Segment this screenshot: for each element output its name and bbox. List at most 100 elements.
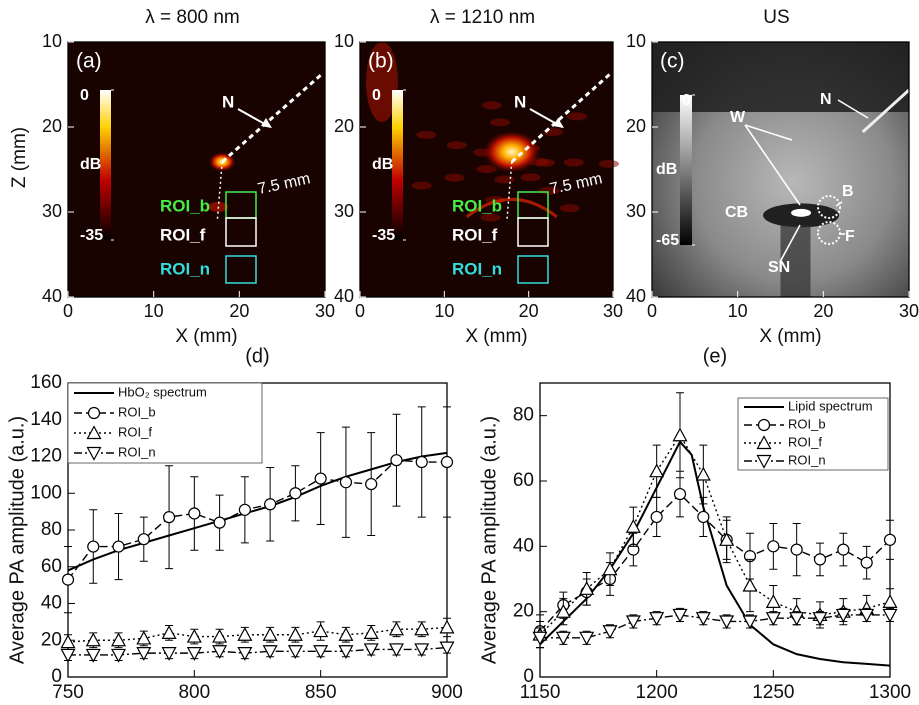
marker — [649, 612, 665, 626]
x-tick-label: 0 — [63, 301, 73, 321]
x-axis-label: Wavelength (nm) — [639, 703, 791, 705]
marker — [883, 533, 897, 546]
marker — [365, 477, 378, 491]
needle — [221, 72, 323, 163]
x-tick-label: 900 — [431, 682, 463, 703]
annotation: F — [845, 228, 855, 245]
x-tick-label: 20 — [519, 301, 539, 321]
legend-box — [67, 382, 263, 464]
shadow — [652, 42, 909, 112]
marker — [186, 647, 202, 661]
annotation: ROI_f — [160, 225, 206, 244]
panel-label: (b) — [368, 50, 394, 73]
marker — [338, 626, 354, 641]
marker — [363, 625, 379, 639]
annotation: ROI_f — [452, 225, 498, 244]
marker — [161, 625, 177, 639]
legend-label: ROI_n — [118, 444, 156, 459]
marker — [162, 511, 176, 524]
marker — [262, 645, 278, 660]
x-tick-label: 30 — [603, 301, 623, 321]
frame — [359, 41, 614, 298]
marker — [860, 556, 873, 569]
hot-spot — [481, 129, 542, 174]
marker — [136, 630, 152, 645]
y-tick-label: 20 — [334, 116, 354, 136]
marker — [390, 454, 403, 467]
marker — [313, 623, 329, 638]
roi-box — [517, 255, 549, 284]
marker — [742, 615, 758, 630]
annotation: SN — [768, 259, 790, 276]
x-tick-label: 10 — [144, 301, 164, 321]
speckle — [598, 159, 619, 168]
y-tick-label: 20 — [513, 601, 534, 622]
panel-title: λ = 1210 nm — [430, 7, 535, 28]
marker — [440, 455, 454, 469]
y-tick-label: 80 — [513, 405, 534, 426]
arrow — [779, 224, 801, 263]
annotation: CB — [725, 204, 748, 221]
legend-label: Lipid spectrum — [788, 398, 873, 413]
x-axis-label: Wavelength (nm) — [182, 703, 334, 705]
y-tick-label: 30 — [334, 201, 354, 221]
legend-marker — [757, 418, 771, 432]
y-tick-label: 10 — [334, 31, 354, 51]
y-tick-label: 0 — [523, 666, 534, 687]
legend-marker — [756, 435, 772, 450]
colorbar-tick-label: 0 — [80, 87, 89, 104]
x-tick-label: 30 — [315, 301, 335, 321]
colorbar-tick-label: -35 — [80, 227, 103, 244]
marker — [186, 628, 202, 643]
speckle — [446, 141, 467, 150]
y-tick-label: 120 — [30, 446, 62, 467]
y-tick-label: 20 — [41, 629, 62, 650]
marker — [414, 643, 430, 658]
y-axis-label: Average PA amplitude (a.u.) — [478, 416, 500, 664]
y-tick-label: 30 — [42, 201, 62, 221]
arrow — [744, 124, 793, 141]
colorbar — [392, 90, 403, 240]
legend-marker — [756, 454, 772, 469]
legend-label: ROI_n — [788, 452, 826, 467]
speckle — [520, 173, 541, 182]
y-tick-label: 20 — [42, 116, 62, 136]
marker — [85, 632, 101, 647]
needle — [510, 72, 612, 163]
marker — [767, 540, 780, 553]
marker — [882, 608, 898, 623]
roi-box — [225, 255, 257, 284]
marker — [672, 427, 688, 442]
series-line — [539, 433, 891, 636]
marker — [313, 645, 329, 660]
marker — [111, 632, 127, 647]
y-tick-label: 140 — [30, 409, 62, 430]
speckle — [559, 204, 580, 213]
x-tick-label: 1250 — [752, 682, 794, 703]
x-tick-label: 0 — [647, 301, 657, 321]
colorbar-label: dB — [656, 161, 677, 178]
annotation: B — [842, 183, 854, 200]
x-tick-label: 1300 — [869, 682, 911, 703]
marker — [238, 503, 251, 516]
image-panel: W CB SN B F N 0 -65 dB (c) US 0 10 20 30 10 20 30 40 X (mm) — [626, 7, 919, 347]
legend-label: ROI_f — [788, 434, 822, 449]
series-line — [539, 493, 891, 632]
marker — [882, 594, 898, 608]
marker — [695, 466, 711, 481]
legend-label: HbO₂ spectrum — [118, 384, 207, 399]
marker — [339, 476, 353, 489]
annotation: ROI_b — [452, 196, 502, 215]
legend-label: ROI_b — [118, 404, 156, 419]
speckle — [490, 118, 511, 127]
marker — [60, 648, 76, 663]
colorbar-tick-label: -35 — [372, 227, 395, 244]
annotation: N — [820, 91, 832, 108]
x-tick-label: 10 — [434, 301, 454, 321]
speckle — [567, 112, 588, 121]
annotation: N — [514, 92, 526, 111]
x-tick-label: 10 — [728, 301, 748, 321]
x-tick-label: 750 — [52, 682, 84, 703]
marker — [673, 487, 687, 501]
speckle — [535, 158, 556, 167]
